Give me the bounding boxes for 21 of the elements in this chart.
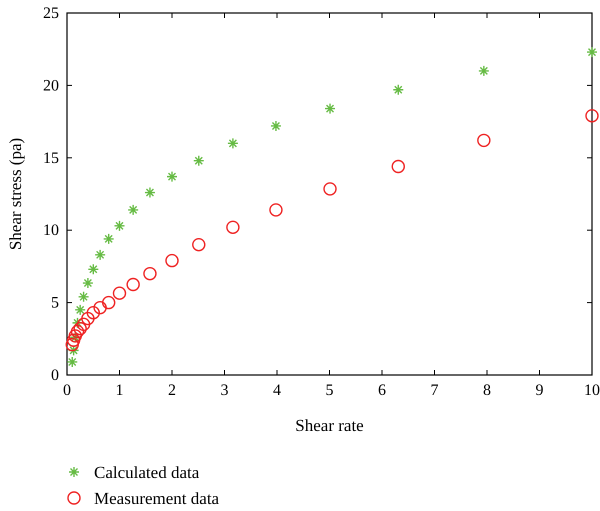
x-tick-label: 1 [116,382,124,399]
legend-label: Measurement data [94,489,220,508]
x-tick-label: 3 [220,382,228,399]
x-tick-label: 9 [536,382,544,399]
x-tick-label: 0 [63,382,71,399]
y-tick-label: 20 [43,77,59,94]
x-tick-label: 2 [168,382,176,399]
y-tick-label: 10 [43,222,59,240]
x-tick-label: 5 [326,382,334,399]
x-tick-label: 8 [483,382,491,399]
y-tick-label: 5 [51,294,59,312]
legend-label: Calculated data [94,463,200,482]
x-tick-label: 7 [430,382,438,399]
x-tick-label: 10 [584,382,600,399]
y-tick-label: 25 [43,5,59,22]
x-axis-title: Shear rate [295,416,364,435]
x-tick-label: 4 [273,382,281,399]
y-tick-label: 15 [43,150,59,167]
y-axis-title: Shear stress (pa) [6,138,25,250]
y-tick-label: 0 [51,367,59,384]
x-tick-label: 6 [378,382,386,399]
